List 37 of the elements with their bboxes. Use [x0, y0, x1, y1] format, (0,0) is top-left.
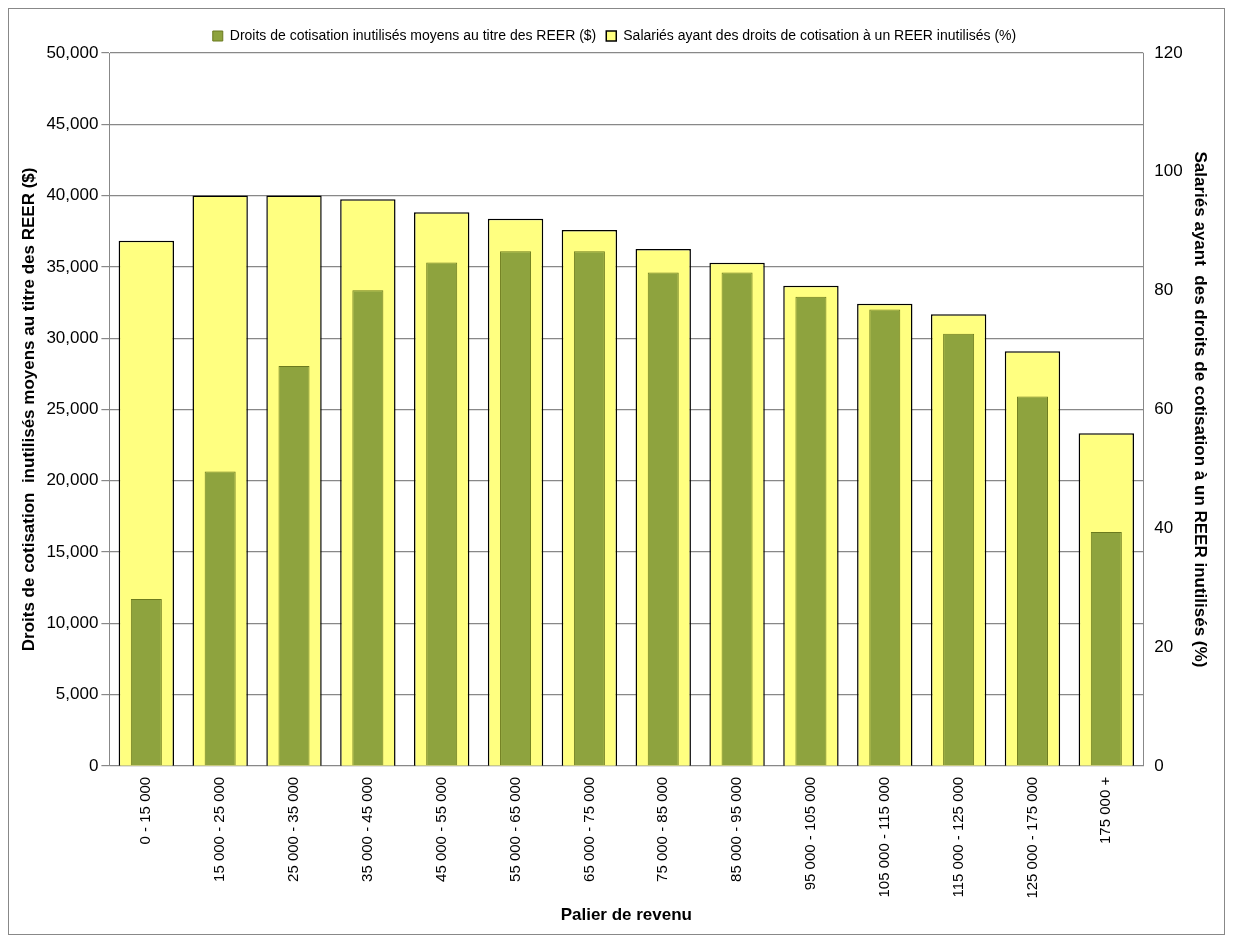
y-tick-label: 5,000	[55, 684, 99, 704]
y2-tick-label: 80	[1154, 280, 1174, 300]
x-tick-label: 65 000 - 75 000	[579, 776, 597, 882]
x-tick-label: 125 000 - 175 000	[1022, 776, 1040, 899]
y-axis-title: Droits de cotisation inutilisés moyens au titre des REER ($)	[18, 167, 38, 652]
y2-tick-label: 60	[1154, 399, 1174, 419]
y-tick-label: 25,000	[46, 399, 99, 419]
y2-tick-label: 20	[1154, 636, 1174, 656]
y2-tick-label: 100	[1154, 161, 1183, 181]
x-tick-label: 25 000 - 35 000	[284, 776, 302, 882]
y-tick-label: 0	[88, 755, 99, 775]
x-tick-label: 45 000 - 55 000	[431, 776, 449, 882]
x-tick-label: 15 000 - 25 000	[210, 776, 228, 882]
legend-label: Droits de cotisation inutilisés moyens au titre des REER ($)	[229, 26, 597, 43]
y-tick-label: 40,000	[46, 185, 99, 205]
y2-tick-label: 0	[1154, 755, 1164, 775]
y-tick-label: 35,000	[46, 256, 99, 276]
y2-axis-title: Salariés ayant des droits de cotisation à un REER inutilisés (%)	[1191, 151, 1211, 668]
x-tick-label: 85 000 - 95 000	[727, 776, 745, 882]
y-tick-label: 50,000	[46, 42, 99, 62]
x-tick-label: 0 - 15 000	[136, 776, 154, 845]
x-axis-title: Palier de revenu	[560, 905, 692, 925]
x-tick-label: 95 000 - 105 000	[801, 776, 819, 891]
x-tick-label: 105 000 - 115 000	[874, 776, 892, 898]
x-tick-label: 115 000 - 125 000	[948, 776, 966, 898]
y-tick-label: 20,000	[46, 470, 99, 490]
y-tick-label: 10,000	[46, 612, 99, 632]
y-tick-label: 30,000	[46, 327, 99, 347]
x-tick-label: 55 000 - 65 000	[505, 776, 523, 882]
x-tick-label: 35 000 - 45 000	[358, 776, 375, 882]
y2-tick-label: 120	[1154, 42, 1183, 62]
x-tick-label: 175 000 +	[1096, 776, 1114, 844]
y-tick-label: 45,000	[46, 113, 99, 133]
legend-label: Salariés ayant des droits de cotisation à un REER inutilisés (%)	[623, 26, 1017, 43]
x-tick-label: 75 000 - 85 000	[653, 776, 671, 882]
y-tick-label: 15,000	[46, 541, 99, 561]
y2-tick-label: 40	[1154, 517, 1174, 537]
